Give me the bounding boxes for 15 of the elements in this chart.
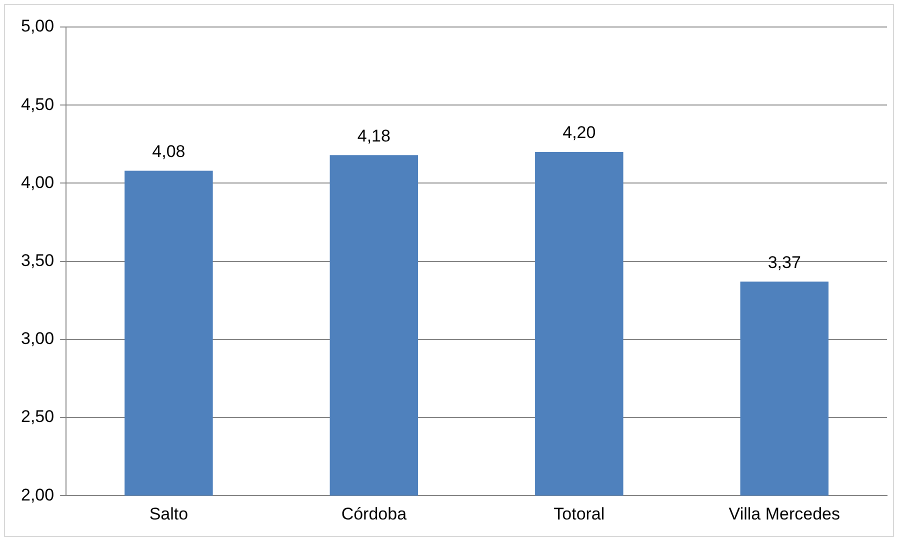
y-tick-label: 2,00: [20, 485, 54, 504]
y-tick-label: 3,00: [20, 329, 54, 348]
y-tick-label: 5,00: [20, 16, 54, 36]
x-tick-label: Córdoba: [341, 504, 408, 524]
data-label: 4,18: [357, 126, 390, 146]
data-label: 4,08: [152, 142, 186, 161]
y-tick-label: 4,00: [20, 172, 54, 192]
data-label: 4,20: [562, 123, 596, 142]
data-label: 3,37: [768, 252, 801, 272]
x-tick-label: Totoral: [554, 504, 605, 524]
y-tick-label: 4,50: [20, 94, 54, 114]
y-tick-label: 3,50: [20, 250, 54, 270]
x-tick-label: Salto: [149, 504, 188, 524]
y-tick-label: 2,50: [20, 407, 54, 426]
x-tick-label: Villa Mercedes: [728, 504, 840, 524]
